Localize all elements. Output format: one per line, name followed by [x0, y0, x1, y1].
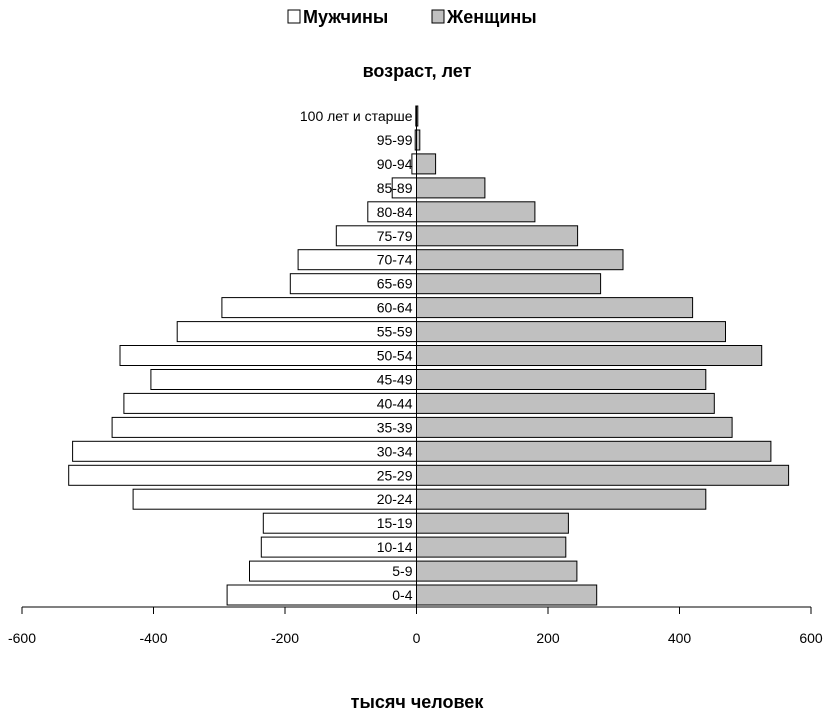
bar-women-13 — [416, 273, 602, 295]
x-tick-label-0: -600 — [8, 630, 36, 646]
category-labels: 0-4 5-9 10-14 15-19 20-24 25-29 30-34 35-39 40-4… — [300, 108, 413, 603]
bar-women-14 — [416, 249, 624, 271]
bar-women-7 — [416, 416, 733, 438]
bar-women-17 — [416, 177, 486, 199]
bar-men-18 — [411, 153, 417, 175]
category-label-7: 35-39 — [377, 419, 413, 435]
x-tick-label-3: 0 — [413, 630, 421, 646]
category-label-6: 30-34 — [377, 443, 413, 459]
bar-women-0 — [416, 584, 598, 606]
bar-men-5 — [68, 464, 417, 486]
category-label-9: 45-49 — [377, 371, 413, 387]
bar-men-7 — [111, 416, 417, 438]
bar-women-5 — [416, 464, 790, 486]
bar-women-10 — [416, 345, 763, 366]
category-label-15: 75-79 — [377, 228, 413, 244]
x-tick-label-5: 400 — [668, 630, 692, 646]
legend-label-men: Мужчины — [303, 7, 388, 27]
bar-women-18 — [416, 153, 437, 175]
bar-men-0 — [226, 584, 417, 606]
bar-women-16 — [416, 201, 536, 223]
category-label-17: 85-89 — [377, 180, 413, 196]
category-label-3: 15-19 — [377, 515, 413, 531]
category-label-11: 55-59 — [377, 324, 413, 340]
category-label-12: 60-64 — [377, 300, 413, 316]
bar-men-4 — [132, 488, 417, 510]
bar-women-9 — [416, 369, 707, 390]
x-ticks: -600 -400 -200 0 200 400 600 — [8, 607, 823, 646]
category-label-16: 80-84 — [377, 204, 413, 220]
x-tick-label-4: 200 — [536, 630, 560, 646]
category-label-14: 70-74 — [377, 252, 413, 268]
category-label-2: 10-14 — [377, 539, 413, 555]
bar-women-15 — [416, 225, 579, 247]
legend: Мужчины Женщины — [287, 7, 537, 27]
category-label-20: 100 лет и старше — [300, 108, 413, 124]
bar-women-1 — [416, 560, 578, 582]
bar-women-6 — [416, 440, 772, 462]
chart-title: возраст, лет — [363, 61, 472, 81]
bar-women-3 — [416, 512, 569, 534]
x-tick-label-1: -400 — [139, 630, 167, 646]
legend-swatch-women — [431, 9, 445, 24]
bar-women-2 — [416, 536, 567, 558]
category-label-18: 90-94 — [377, 156, 413, 172]
category-label-13: 65-69 — [377, 276, 413, 292]
bar-men-10 — [119, 345, 417, 366]
bar-women-11 — [416, 321, 726, 343]
category-label-0: 0-4 — [392, 587, 412, 603]
bar-men-6 — [72, 440, 417, 462]
category-label-1: 5-9 — [392, 563, 412, 579]
category-label-10: 50-54 — [377, 348, 413, 364]
legend-label-women: Женщины — [446, 7, 537, 27]
category-label-8: 40-44 — [377, 395, 413, 411]
category-label-5: 25-29 — [377, 467, 413, 483]
x-tick-label-2: -200 — [271, 630, 299, 646]
bar-men-8 — [123, 392, 418, 414]
category-label-4: 20-24 — [377, 491, 413, 507]
bars-group — [68, 105, 790, 606]
bar-women-8 — [416, 392, 715, 414]
bar-women-12 — [416, 297, 694, 319]
bar-women-4 — [416, 488, 707, 510]
x-tick-label-6: 600 — [799, 630, 823, 646]
x-axis-title: тысяч человек — [351, 692, 485, 712]
legend-swatch-men — [287, 9, 301, 24]
category-label-19: 95-99 — [377, 132, 413, 148]
